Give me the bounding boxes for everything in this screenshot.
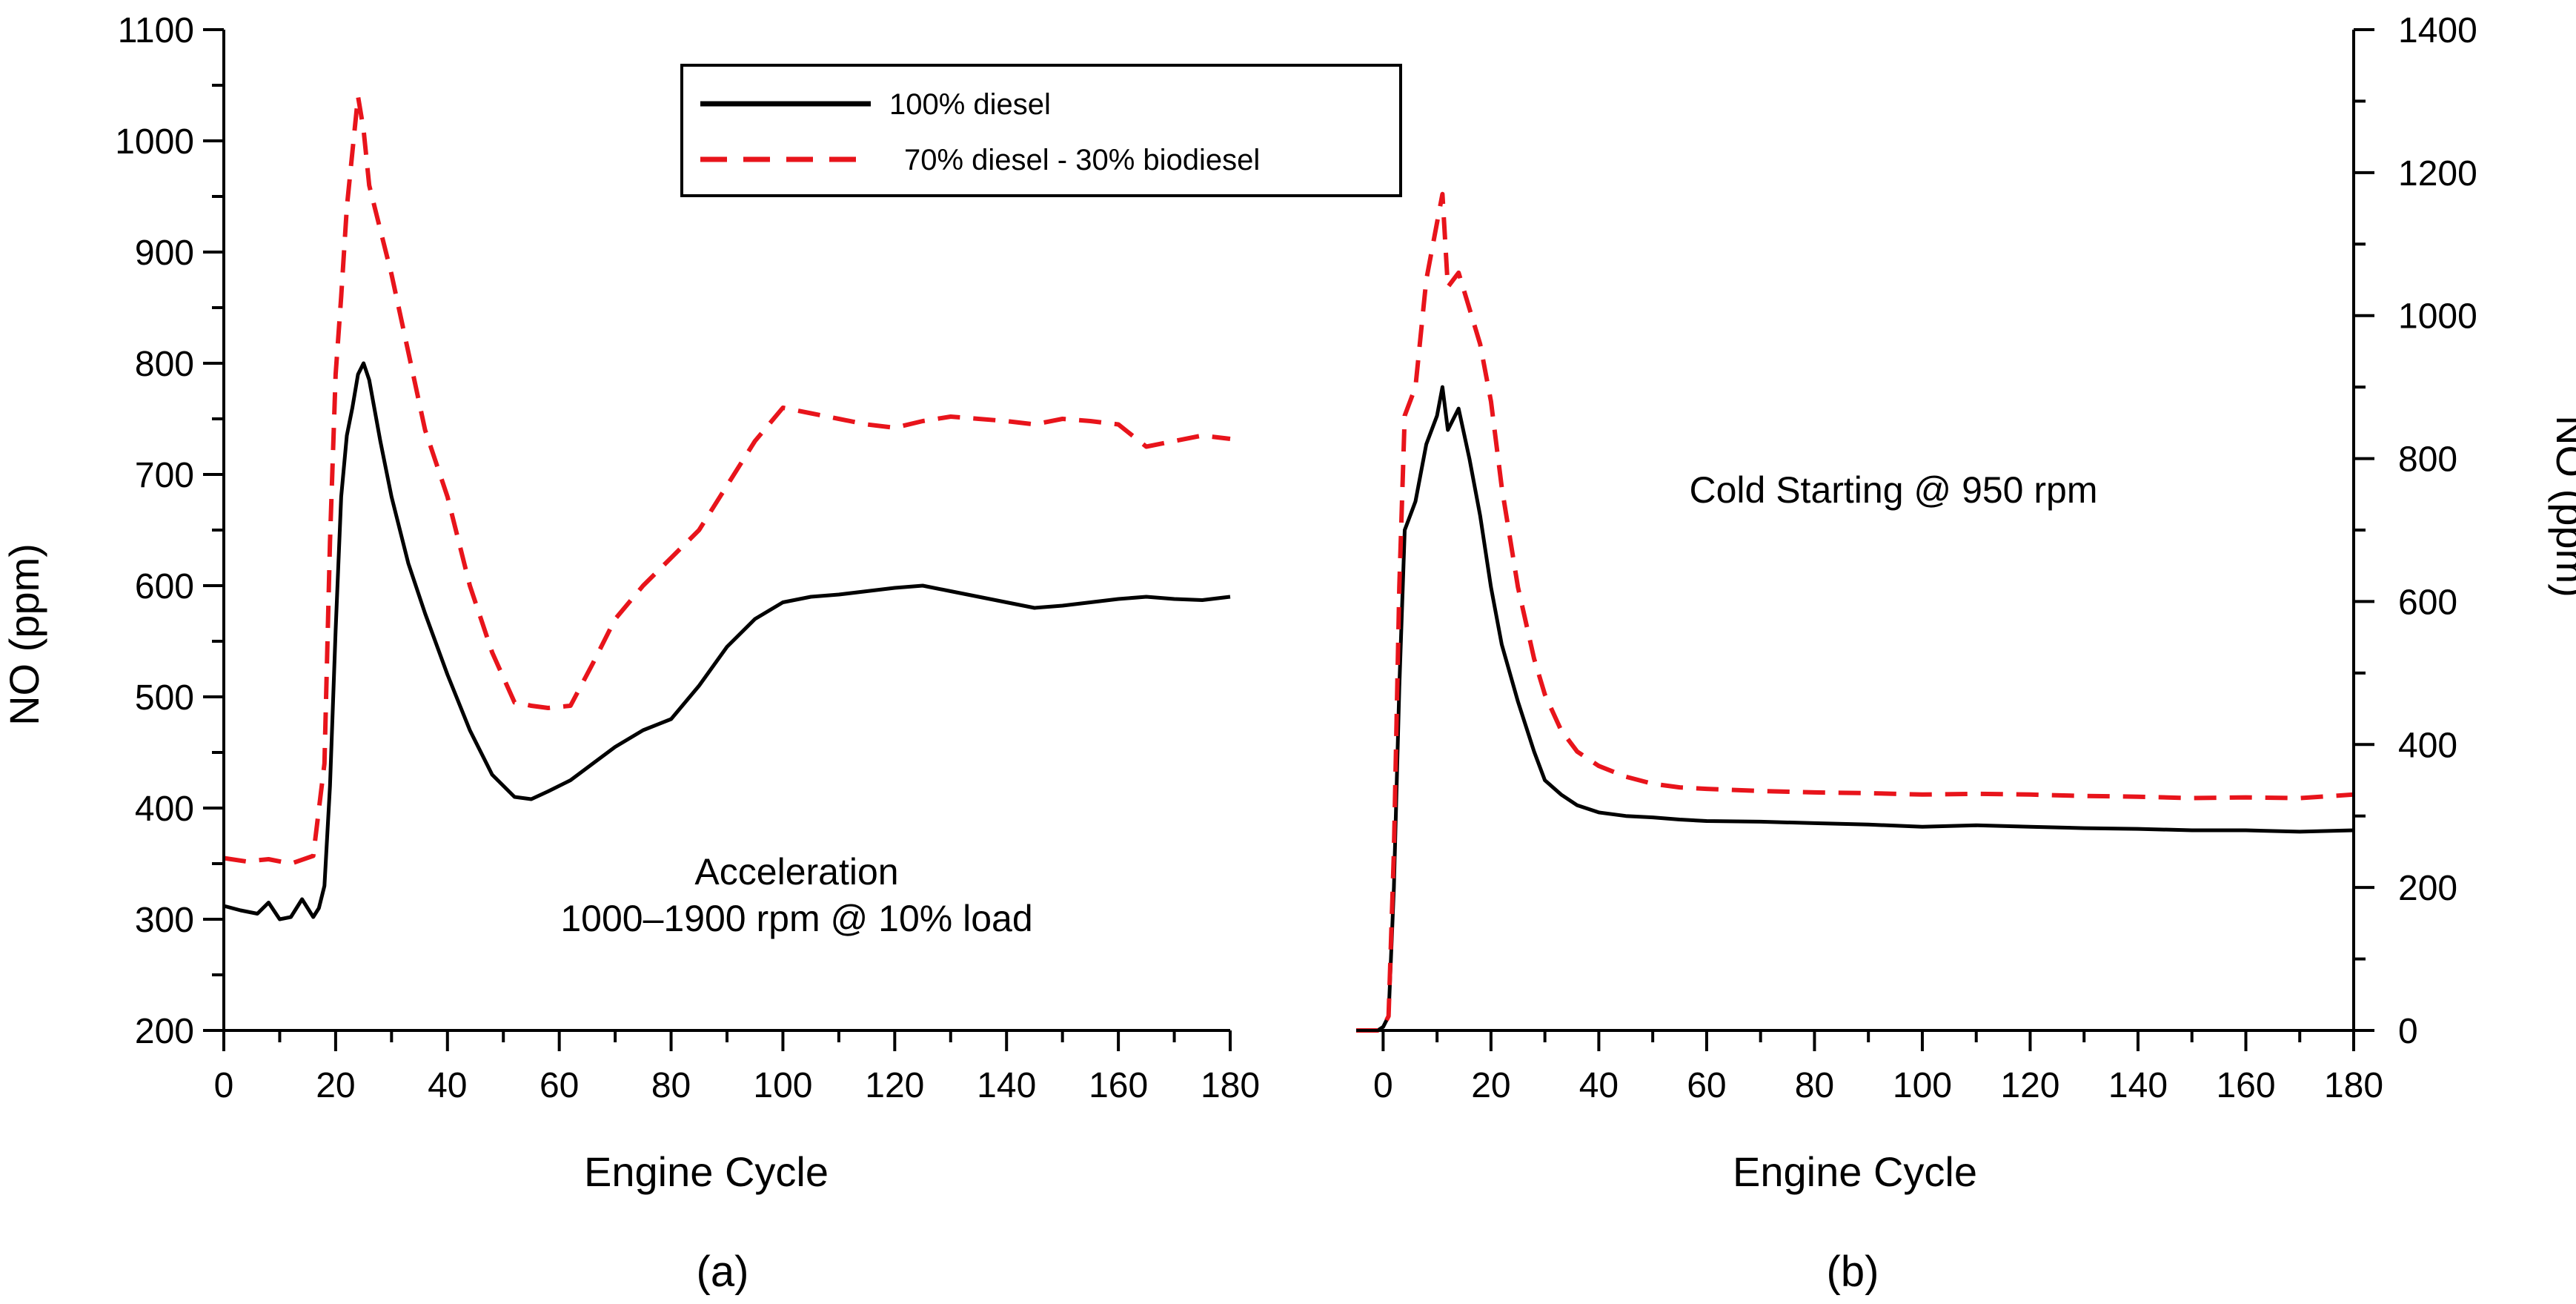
- legend: 100% diesel 70% diesel - 30% biodiesel: [680, 64, 1402, 197]
- panel-b-label: (b): [1827, 1248, 1879, 1296]
- panel-b-y-axis-title: NO (ppm): [2548, 415, 2576, 598]
- panel-b-x-tick-label: 180: [2324, 1066, 2383, 1105]
- panel-b-y-tick-label: 1000: [2398, 297, 2477, 337]
- panel-a-x-tick-label: 20: [316, 1066, 355, 1105]
- panel-a-x-tick-label: 140: [977, 1066, 1036, 1105]
- panel-a-y-tick-label: 800: [135, 345, 194, 384]
- panel-a-x-tick-label: 80: [651, 1066, 691, 1105]
- panel-b-y-tick-label: 400: [2398, 726, 2457, 765]
- panel-b-y-tick-label: 1200: [2398, 154, 2477, 193]
- panel-a-y-tick-label: 600: [135, 567, 194, 606]
- panel-a-y-tick-label: 700: [135, 456, 194, 495]
- panel-a-x-tick-label: 120: [865, 1066, 924, 1105]
- legend-label-diesel: 100% diesel: [889, 88, 1051, 121]
- panel-b-x-tick-label: 120: [2000, 1066, 2059, 1105]
- panel-b-y-tick-label: 800: [2398, 440, 2457, 480]
- panel-a-y-tick-label: 500: [135, 678, 194, 718]
- panel-b-x-axis-title: Engine Cycle: [1733, 1148, 1977, 1195]
- legend-label-blend: 70% diesel - 30% biodiesel: [904, 144, 1260, 176]
- panel-a-y-tick-label: 1000: [115, 122, 194, 162]
- panel-a-x-tick-label: 160: [1089, 1066, 1148, 1105]
- panel-b-axes: 0 20 40 60 80 100 120 140 160 180 0 200 400 600 800 100…: [1356, 11, 2477, 1105]
- panel-a-x-axis-title: Engine Cycle: [584, 1148, 829, 1195]
- panel-a-y-tick-label: 1100: [118, 11, 194, 50]
- panel-a-series-diesel-line: [223, 361, 1231, 921]
- panel-b-x-tick-label: 40: [1579, 1066, 1619, 1105]
- panel-a-axes: 0 20 40 60 80 100 120 140 160 180 200 300 400 500 600 7…: [115, 11, 1260, 1105]
- panel-a-y-tick-label: 300: [135, 901, 194, 940]
- panel-a-y-axis-title: NO (ppm): [1, 543, 47, 726]
- panel-b-x-tick-label: 80: [1795, 1066, 1834, 1105]
- panel-b-series: [1356, 191, 2354, 1033]
- panel-a-x-tick-label: 0: [214, 1066, 234, 1105]
- panel-b-series-diesel-line: [1356, 385, 2354, 1033]
- panel-b-y-tick-label: 600: [2398, 583, 2457, 622]
- panel-b-x-tick-label: 0: [1373, 1066, 1393, 1105]
- panel-a-series: [223, 94, 1231, 921]
- panel-a-chart: 0 20 40 60 80 100 120 140 160 180 200 300 400 500 600 7…: [1, 11, 1260, 1296]
- panel-a-label: (a): [697, 1248, 749, 1296]
- panel-a-y-tick-label: 200: [135, 1012, 194, 1051]
- panel-a-x-tick-label: 40: [428, 1066, 467, 1105]
- panel-b-x-tick-label: 60: [1687, 1066, 1726, 1105]
- panel-b-y-tick-label: 0: [2398, 1012, 2418, 1051]
- panel-b-y-tick-label: 1400: [2398, 11, 2477, 50]
- panel-a-x-tick-label: 100: [753, 1066, 812, 1105]
- panel-b-annotation: Cold Starting @ 950 rpm: [1689, 469, 2097, 511]
- legend-box: [680, 64, 1402, 197]
- panel-b-x-tick-label: 140: [2108, 1066, 2168, 1105]
- panel-a-annotation-line1: Acceleration: [694, 851, 898, 893]
- panel-a-y-tick-label: 400: [135, 790, 194, 829]
- panel-b-y-tick-label: 200: [2398, 869, 2457, 908]
- panel-b-x-tick-label: 100: [1893, 1066, 1952, 1105]
- panel-a-y-tick-label: 900: [135, 234, 194, 273]
- panel-a-x-tick-label: 60: [540, 1066, 579, 1105]
- panel-a-x-tick-label: 180: [1201, 1066, 1260, 1105]
- panel-b-series-blend-line: [1356, 191, 2354, 1033]
- panel-b-x-tick-label: 160: [2216, 1066, 2275, 1105]
- panel-b-x-tick-label: 20: [1471, 1066, 1510, 1105]
- panel-b-chart: 0 20 40 60 80 100 120 140 160 180 0 200 400 600 800 100…: [1356, 11, 2576, 1296]
- panel-a-annotation-line2: 1000–1900 rpm @ 10% load: [560, 898, 1032, 939]
- panel-a-series-blend-line: [223, 94, 1231, 866]
